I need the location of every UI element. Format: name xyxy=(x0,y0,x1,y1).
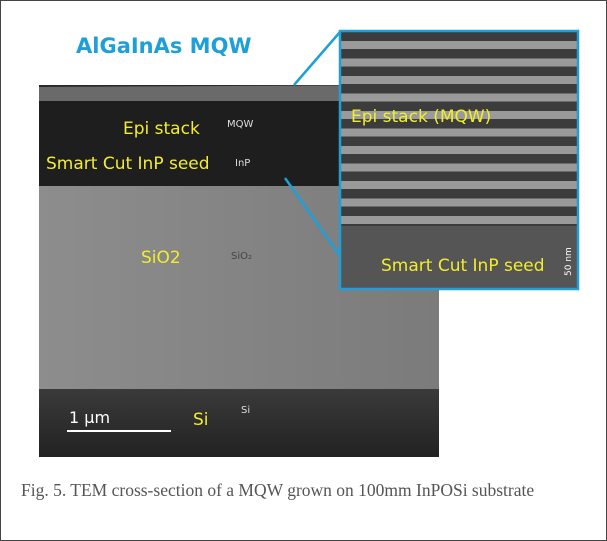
quantum-well-stripe xyxy=(340,41,578,49)
quantum-well-stripe xyxy=(340,146,578,154)
caption: Fig. 5. TEM cross-section of a MQW grown… xyxy=(21,479,581,501)
quantum-well-stripe xyxy=(340,129,578,137)
scale-label: 1 µm xyxy=(69,408,110,427)
quantum-well-stripe xyxy=(340,181,578,189)
label: SiO2 xyxy=(141,248,181,268)
label: InP xyxy=(235,158,250,169)
label: Si xyxy=(241,405,250,416)
quantum-well-stripe xyxy=(340,199,578,207)
tem-figure: AlGaInAs MQW Epi stack MQW Smart Cut InP… xyxy=(1,1,606,471)
label: MQW xyxy=(227,119,253,130)
inset-scale-label: 50 nm xyxy=(564,247,574,276)
figure: AlGaInAs MQW Epi stack MQW Smart Cut InP… xyxy=(0,0,607,541)
label: SiO₂ xyxy=(231,251,252,262)
quantum-well-stripe xyxy=(340,164,578,172)
label: Smart Cut InP seed xyxy=(46,154,210,174)
label: Si xyxy=(193,410,209,430)
label: Smart Cut InP seed xyxy=(381,256,545,276)
label: Epi stack (MQW) xyxy=(351,107,491,127)
quantum-well-stripe xyxy=(340,59,578,67)
connector xyxy=(294,32,340,85)
quantum-well-stripe xyxy=(340,76,578,84)
quantum-well-stripe xyxy=(340,94,578,102)
inset xyxy=(340,31,578,289)
quantum-well-stripe xyxy=(340,216,578,224)
title-label: AlGaInAs MQW xyxy=(76,34,252,58)
label: Epi stack xyxy=(123,119,200,139)
